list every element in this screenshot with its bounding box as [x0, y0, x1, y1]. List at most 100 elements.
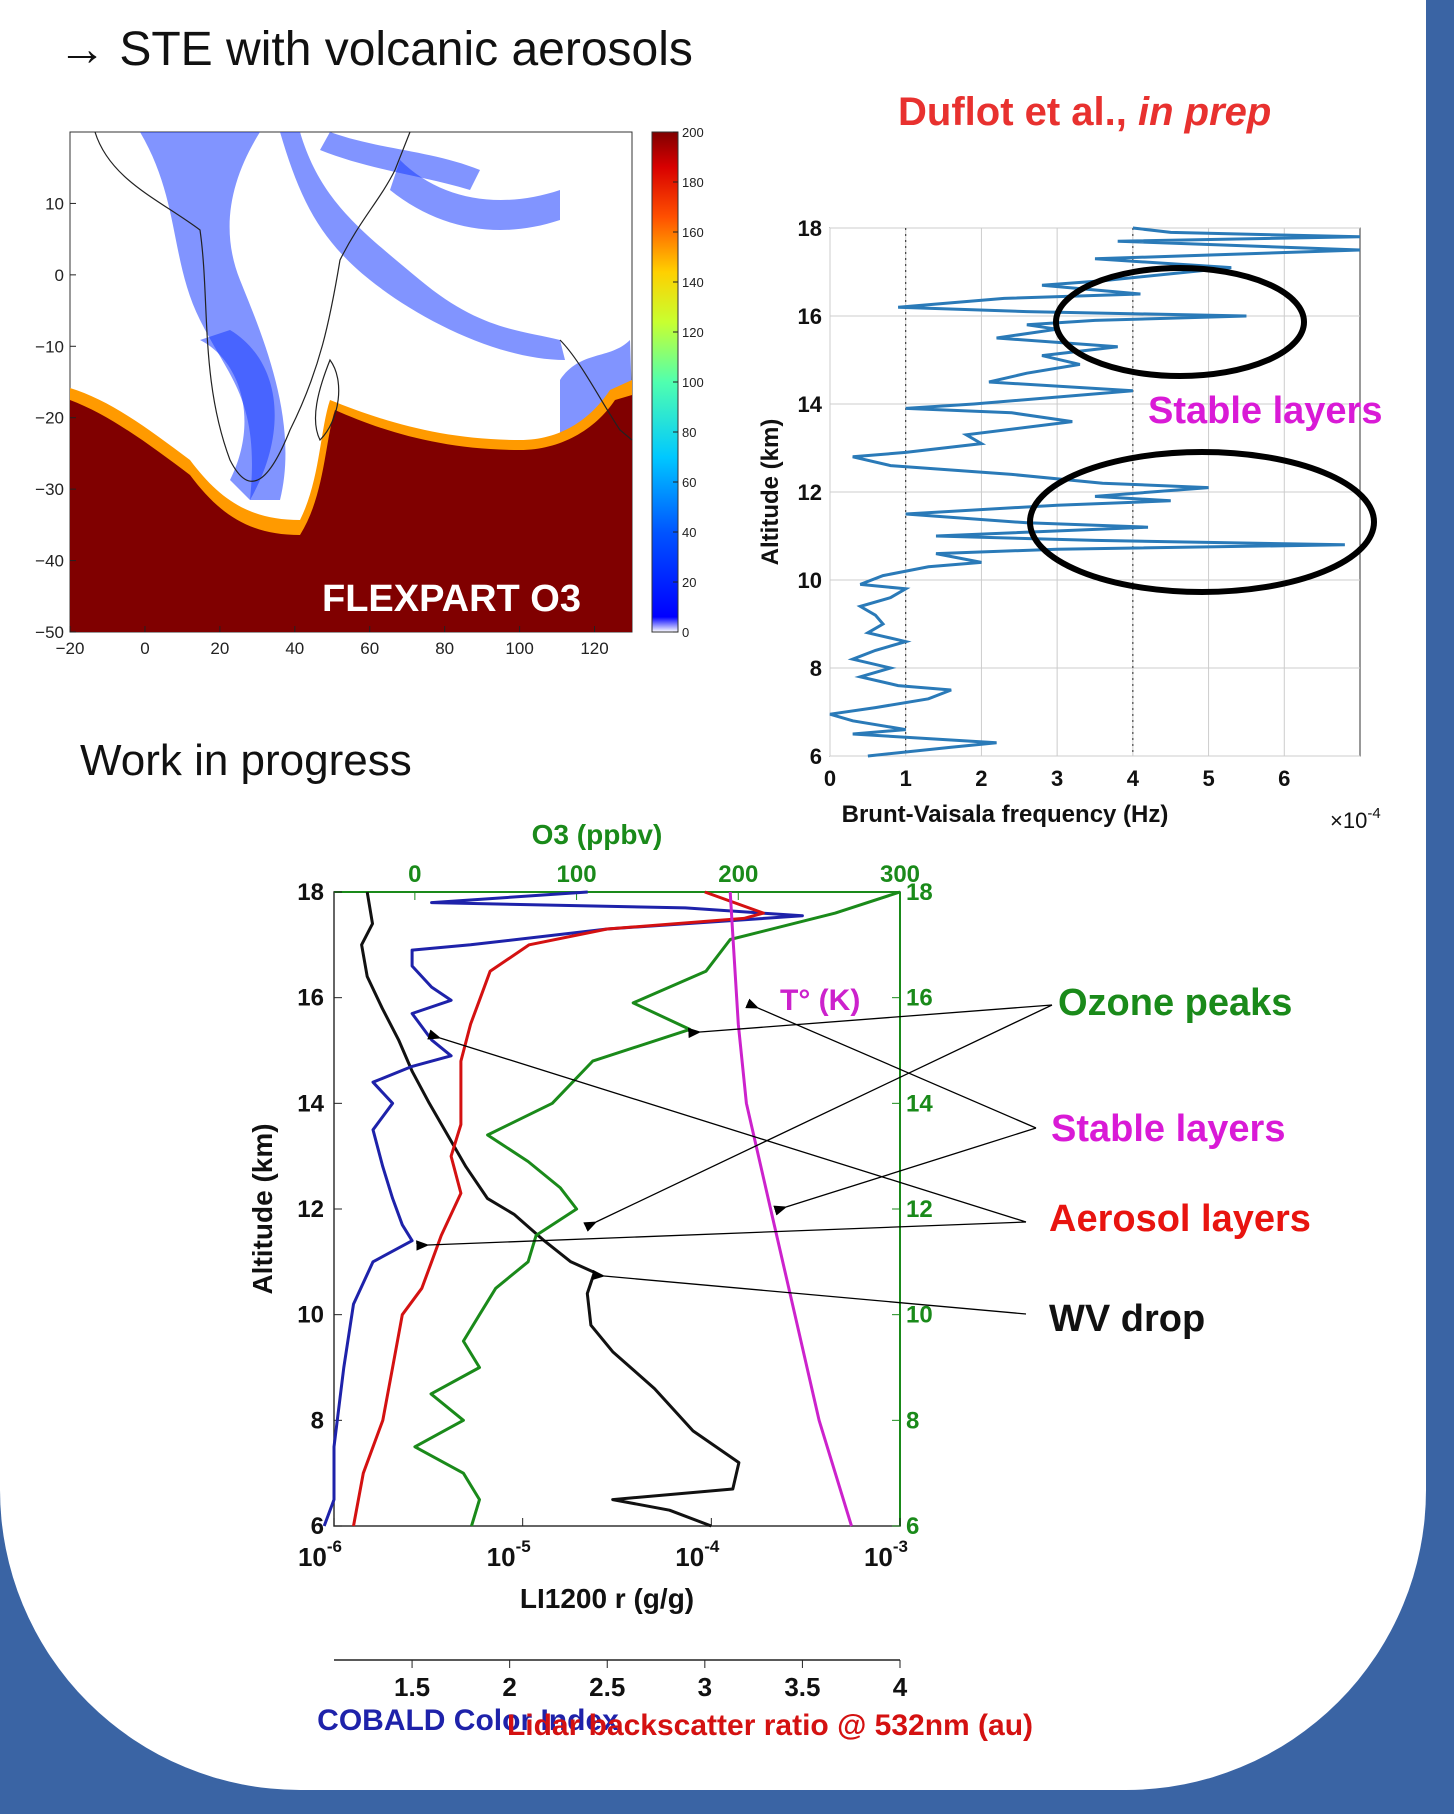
map-xtick-label: 100: [505, 639, 533, 658]
citation-status: in prep: [1138, 90, 1272, 134]
colorbar-tick-label: 80: [682, 425, 696, 440]
ozone-peaks-label: Ozone peaks: [1058, 982, 1293, 1024]
bv-ytick-label: 14: [798, 392, 823, 417]
snd-ytick-right-label: 10: [906, 1302, 933, 1329]
snd-xtick-label: 10-4: [675, 1537, 720, 1572]
colorbar-tick-label: 20: [682, 575, 696, 590]
snd-ytick-label: 12: [297, 1196, 324, 1223]
ci-tick-label: 1.5: [394, 1672, 430, 1702]
snd-ytick-right-label: 8: [906, 1407, 919, 1434]
bv-profile-line: [829, 226, 1361, 758]
colorbar-tick-label: 200: [682, 125, 704, 140]
snd-ytick-right-label: 18: [906, 879, 933, 906]
annotation-arrow-0: [687, 1004, 1053, 1039]
map-xtick-label: 60: [360, 639, 379, 658]
o3-tick-label: 0: [408, 861, 421, 888]
bv-x-exponent: -4: [1367, 805, 1380, 822]
high-ozone-region: [70, 395, 632, 632]
ozone-line: [413, 890, 901, 1527]
snd-ytick-right-label: 16: [906, 985, 933, 1012]
annotation-arrow-2: [745, 998, 1037, 1129]
annotation-arrow-4: [427, 1029, 1027, 1223]
snd-xtick-label: 10-6: [298, 1537, 342, 1572]
snd-xtick-exponent: -3: [893, 1537, 908, 1556]
annotation-arrow-3: [773, 1127, 1037, 1216]
map-ytick-label: 0: [55, 266, 64, 285]
temperature-line: [728, 891, 853, 1527]
snd-xtick-exponent: -4: [704, 1537, 720, 1556]
citation-authors: Duflot et al.,: [898, 90, 1127, 134]
bv-xlabel: Brunt-Vaisala frequency (Hz): [842, 801, 1169, 828]
map-xtick-label: 120: [580, 639, 608, 658]
stable-layer-circle-upper: [1053, 265, 1307, 379]
ozone-plume-4: [320, 132, 480, 190]
temperature-label: T° (K): [780, 984, 860, 1017]
lidar-axis-label: Lidar backscatter ratio @ 532nm (au): [507, 1709, 1033, 1742]
snd-ytick-right-label: 12: [906, 1196, 933, 1223]
ozone-plume-2: [390, 160, 560, 230]
map-xtick-label: 20: [210, 639, 229, 658]
bv-xtick-label: 3: [1051, 766, 1063, 791]
wv-drop-label: WV drop: [1049, 1298, 1206, 1340]
stable-layers-top-label: Stable layers: [1148, 390, 1383, 432]
annotation-arrow-5: [416, 1221, 1027, 1251]
snd-ytick-label: 6: [311, 1513, 324, 1540]
bv-ylabel: Altitude (km): [757, 419, 784, 566]
ozone-plume-3: [200, 330, 275, 500]
bv-xtick-label: 2: [975, 766, 987, 791]
o3-tick-label: 300: [880, 861, 920, 888]
bv-ytick-label: 16: [798, 304, 822, 329]
bv-ytick-label: 18: [798, 216, 822, 241]
bv-ytick-label: 10: [798, 568, 822, 593]
africa-coastline: [94, 131, 411, 482]
map-ytick-label: −20: [35, 409, 64, 428]
annotation-arrow-1: [583, 1004, 1053, 1232]
colorbar-tick-label: 140: [682, 275, 704, 290]
cobald-line: [322, 890, 804, 1527]
bv-xtick-label: 6: [1278, 766, 1290, 791]
colorbar-tick-label: 40: [682, 525, 696, 540]
o3-tick-label: 100: [557, 861, 597, 888]
map-ytick-label: 10: [45, 194, 64, 213]
snd-ytick-label: 16: [297, 985, 324, 1012]
map-ytick-label: −10: [35, 337, 64, 356]
snd-ytick-label: 14: [297, 1090, 324, 1117]
map-label: FLEXPART O3: [322, 578, 581, 620]
annotation-arrow-6: [591, 1269, 1027, 1315]
colorbar-tick-label: 120: [682, 325, 704, 340]
o3-tick-label: 200: [718, 861, 758, 888]
snd-ylabel: Altitude (km): [247, 1123, 278, 1294]
madagascar-coastline: [314, 358, 340, 442]
bv-xtick-label: 0: [824, 766, 836, 791]
ci-tick-label: 2.5: [589, 1672, 625, 1702]
bv-xtick-label: 4: [1127, 766, 1140, 791]
snd-ytick-label: 8: [311, 1407, 324, 1434]
colorbar-tick-label: 180: [682, 175, 704, 190]
map-ytick-label: −30: [35, 480, 64, 499]
colorbar-tick-label: 60: [682, 475, 696, 490]
citation: Duflot et al., in prep: [898, 90, 1271, 135]
map-ytick-label: −50: [35, 623, 64, 642]
ci-tick-label: 3: [698, 1672, 712, 1702]
map-xtick-label: 80: [435, 639, 454, 658]
australia-coastline: [559, 339, 633, 441]
snd-xtick-label: 10-3: [864, 1537, 908, 1572]
ci-tick-label: 2: [502, 1672, 516, 1702]
bv-ytick-label: 8: [810, 656, 822, 681]
map-xtick-label: 40: [285, 639, 304, 658]
colorbar-tick-label: 0: [682, 625, 689, 640]
snd-ytick-right-label: 14: [906, 1090, 933, 1117]
map-xtick-label: −20: [56, 639, 85, 658]
map-ytick-label: −40: [35, 552, 64, 571]
snd-xtick-label: 10-5: [487, 1537, 531, 1572]
bv-xtick-label: 1: [900, 766, 912, 791]
snd-xlabel: LI1200 r (g/g): [520, 1583, 694, 1614]
snd-xtick-exponent: -5: [516, 1537, 531, 1556]
snd-ytick-right-label: 6: [906, 1513, 919, 1540]
snd-ytick-label: 18: [297, 879, 324, 906]
o3-axis-label: O3 (ppbv): [532, 819, 663, 850]
colorbar-tick-label: 100: [682, 375, 704, 390]
slide-title: → STE with volcanic aerosols: [58, 23, 693, 76]
flexpart-map: −20 0 20 40 60 80 100 120100−10−20−30−40−502001…: [35, 125, 704, 658]
